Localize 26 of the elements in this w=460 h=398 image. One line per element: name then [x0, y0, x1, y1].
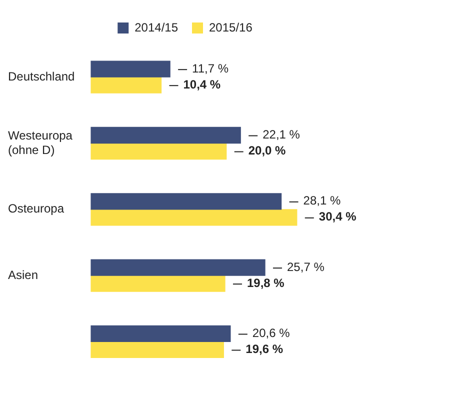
data-label: 11,7 %	[192, 61, 229, 76]
y-tick-label: Westeuropa (ohne D)	[8, 128, 73, 157]
bar	[90, 275, 226, 292]
legend-label: 2015/16	[209, 20, 253, 34]
data-label: 10,4 %	[183, 77, 221, 92]
bar	[90, 209, 298, 226]
bar	[90, 126, 241, 144]
data-label: 22,1 %	[262, 128, 300, 142]
data-label: 28,1 %	[303, 194, 341, 208]
legend-label: 2014/15	[134, 20, 178, 34]
bar	[90, 341, 224, 358]
bar	[90, 259, 266, 276]
data-label: 25,7 %	[287, 260, 325, 274]
data-label: 20,6 %	[252, 326, 290, 340]
bar	[90, 193, 282, 210]
bar	[90, 76, 162, 94]
y-tick-label: Deutschland	[8, 69, 75, 84]
bar	[90, 325, 231, 342]
data-label: 19,8 %	[247, 276, 285, 290]
data-label: 19,6 %	[246, 342, 284, 356]
bar	[90, 142, 227, 160]
y-tick-label: Asien	[8, 268, 38, 282]
data-label: 30,4 %	[318, 210, 357, 224]
y-tick-label: Osteuropa	[8, 202, 64, 216]
data-label: 20,0 %	[248, 144, 286, 158]
bar	[90, 60, 170, 78]
